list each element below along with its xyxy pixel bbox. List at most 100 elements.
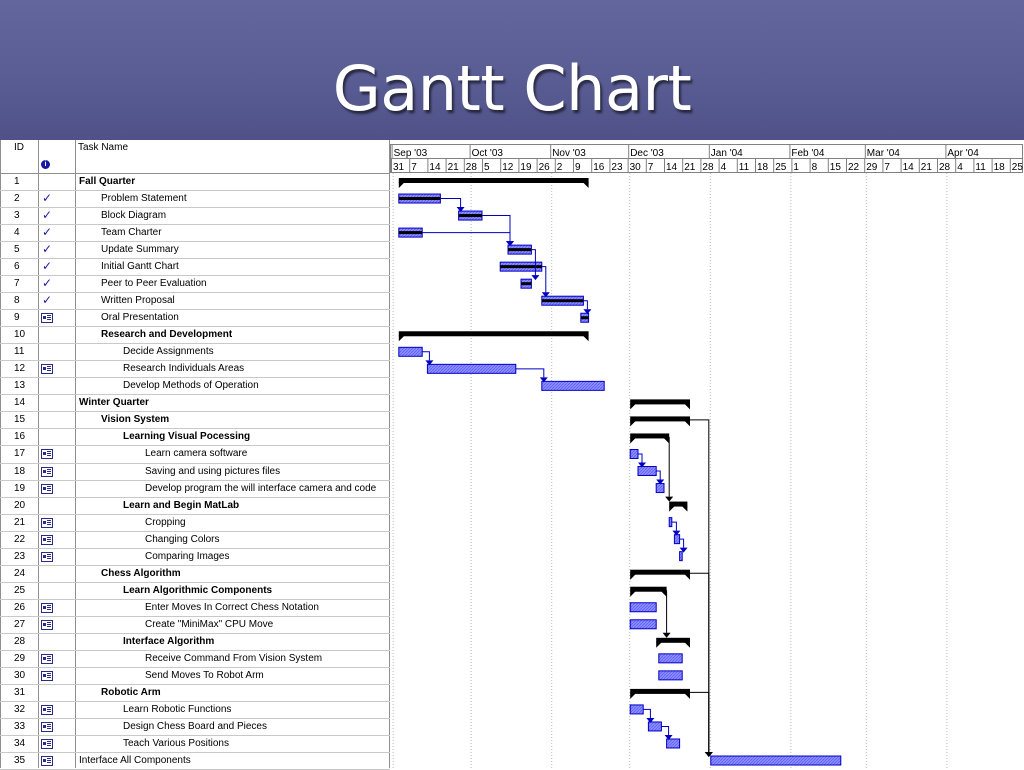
table-row[interactable]: 20 Learn and Begin MatLab <box>0 497 390 514</box>
notes-icon <box>41 364 53 375</box>
week-label: 31 <box>393 162 405 173</box>
task-id: 19 <box>14 482 26 494</box>
week-label: 7 <box>648 162 654 173</box>
summary-bar-start <box>630 692 637 699</box>
table-row[interactable]: 32 Learn Robotic Functions <box>0 701 390 718</box>
table-row[interactable]: 13 Develop Methods of Operation <box>0 377 390 394</box>
table-row[interactable]: 22 Changing Colors <box>0 531 390 548</box>
dependency-line <box>515 368 545 378</box>
table-row[interactable]: 21 Cropping <box>0 514 390 531</box>
table-row[interactable]: 35 Interface All Components <box>0 752 390 769</box>
table-row[interactable]: 12 Research Individuals Areas <box>0 360 390 377</box>
table-row[interactable]: 33 Design Chess Board and Pieces <box>0 718 390 735</box>
task-bar <box>658 653 683 664</box>
dependency-line <box>671 521 677 531</box>
task-bar <box>629 448 639 459</box>
table-row[interactable]: 17 Learn camera software <box>0 445 390 462</box>
table-row[interactable]: 30 Send Moves To Robot Arm <box>0 667 390 684</box>
summary-bar <box>630 433 670 439</box>
table-row[interactable]: 7 ✓ Peer to Peer Evaluation <box>0 275 390 292</box>
progress-bar <box>541 299 584 303</box>
dependency-arrow <box>541 292 550 298</box>
table-header-divider <box>0 173 390 174</box>
task-id: 21 <box>14 516 26 528</box>
table-row[interactable]: 31 Robotic Arm <box>0 684 390 701</box>
week-label: 14 <box>429 162 441 173</box>
task-name: Team Charter <box>101 227 162 239</box>
table-row[interactable]: 16 Learning Visual Pocessing <box>0 428 390 445</box>
task-id: 35 <box>14 755 26 767</box>
checkmark-icon: ✓ <box>42 208 53 223</box>
table-row[interactable]: 4 ✓ Team Charter <box>0 224 390 241</box>
table-row[interactable]: 34 Teach Various Positions <box>0 735 390 752</box>
task-name: Decide Assignments <box>123 346 214 358</box>
table-divider <box>389 140 390 768</box>
task-name: Enter Moves In Correct Chess Notation <box>145 601 319 613</box>
week-label: 14 <box>903 162 915 173</box>
table-row[interactable]: 25 Learn Algorithmic Components <box>0 582 390 599</box>
week-label: 16 <box>593 162 605 173</box>
task-name-column-header[interactable]: Task Name <box>78 142 129 153</box>
table-row[interactable]: 5 ✓ Update Summary <box>0 241 390 258</box>
task-id: 1 <box>14 176 20 187</box>
task-name: Learning Visual Pocessing <box>123 431 251 443</box>
task-bar <box>655 483 665 494</box>
table-row[interactable]: 28 Interface Algorithm <box>0 633 390 650</box>
table-row[interactable]: 9 Oral Presentation <box>0 309 390 326</box>
task-name: Changing Colors <box>145 533 220 545</box>
task-name: Research and Development <box>101 329 233 341</box>
summary-bar-start <box>630 590 637 597</box>
row-divider <box>0 241 390 242</box>
id-column-header[interactable]: ID <box>14 142 24 153</box>
task-name: Cropping <box>145 516 186 528</box>
table-row[interactable]: 11 Decide Assignments <box>0 343 390 360</box>
table-row[interactable]: 15 Vision System <box>0 411 390 428</box>
table-row[interactable]: 8 ✓ Written Proposal <box>0 292 390 309</box>
table-row[interactable]: 27 Create "MiniMax" CPU Move <box>0 616 390 633</box>
table-row[interactable]: 19 Develop program the will interface cam… <box>0 480 390 497</box>
task-bar <box>666 738 681 749</box>
week-label: 5 <box>484 162 490 173</box>
task-name: Fall Quarter <box>79 176 136 187</box>
task-id: 17 <box>14 448 26 460</box>
summary-bar-end <box>681 505 688 512</box>
task-bar <box>541 380 605 391</box>
summary-bar-start <box>630 403 637 410</box>
task-name: Winter Quarter <box>79 397 149 409</box>
table-row[interactable]: 29 Receive Command From Vision System <box>0 650 390 667</box>
table-row[interactable]: 26 Enter Moves In Correct Chess Notation <box>0 599 390 616</box>
dependency-line <box>440 198 462 208</box>
row-divider <box>0 650 390 651</box>
week-label: 4 <box>721 162 727 173</box>
month-label: Nov '03 <box>552 148 586 159</box>
task-id: 24 <box>14 567 26 579</box>
notes-icon <box>41 551 53 562</box>
dependency-arrow <box>704 752 713 758</box>
table-row[interactable]: 3 ✓ Block Diagram <box>0 207 390 224</box>
task-id: 26 <box>14 601 26 613</box>
table-divider <box>38 140 39 768</box>
slide-header: Gantt Chart <box>0 0 1024 140</box>
notes-icon <box>41 619 53 630</box>
table-row[interactable]: 10 Research and Development <box>0 326 390 343</box>
task-id: 23 <box>14 550 26 562</box>
task-bar <box>637 466 657 477</box>
dependency-line <box>661 725 670 735</box>
week-label: 30 <box>630 162 642 173</box>
table-row[interactable]: 2 ✓ Problem Statement <box>0 190 390 207</box>
progress-bar <box>500 265 542 269</box>
table-row[interactable]: 18 Saving and using pictures files <box>0 463 390 480</box>
dependency-line <box>643 708 651 718</box>
table-row[interactable]: 6 ✓ Initial Gantt Chart <box>0 258 390 275</box>
summary-bar <box>398 178 589 183</box>
table-row[interactable]: 24 Chess Algorithm <box>0 565 390 582</box>
table-row[interactable]: 14 Winter Quarter <box>0 394 390 411</box>
table-row[interactable]: 1 Fall Quarter <box>0 173 390 190</box>
dependency-arrow <box>662 632 671 638</box>
task-name: Oral Presentation <box>101 312 179 324</box>
task-id: 22 <box>14 533 26 545</box>
indicators-info-icon: i <box>41 160 50 169</box>
table-row[interactable]: 23 Comparing Images <box>0 548 390 565</box>
dependency-arrow <box>656 479 665 485</box>
gantt-sheet: ID i Task Name 1 Fall Quarter 2 ✓ Problem St… <box>0 140 1024 770</box>
